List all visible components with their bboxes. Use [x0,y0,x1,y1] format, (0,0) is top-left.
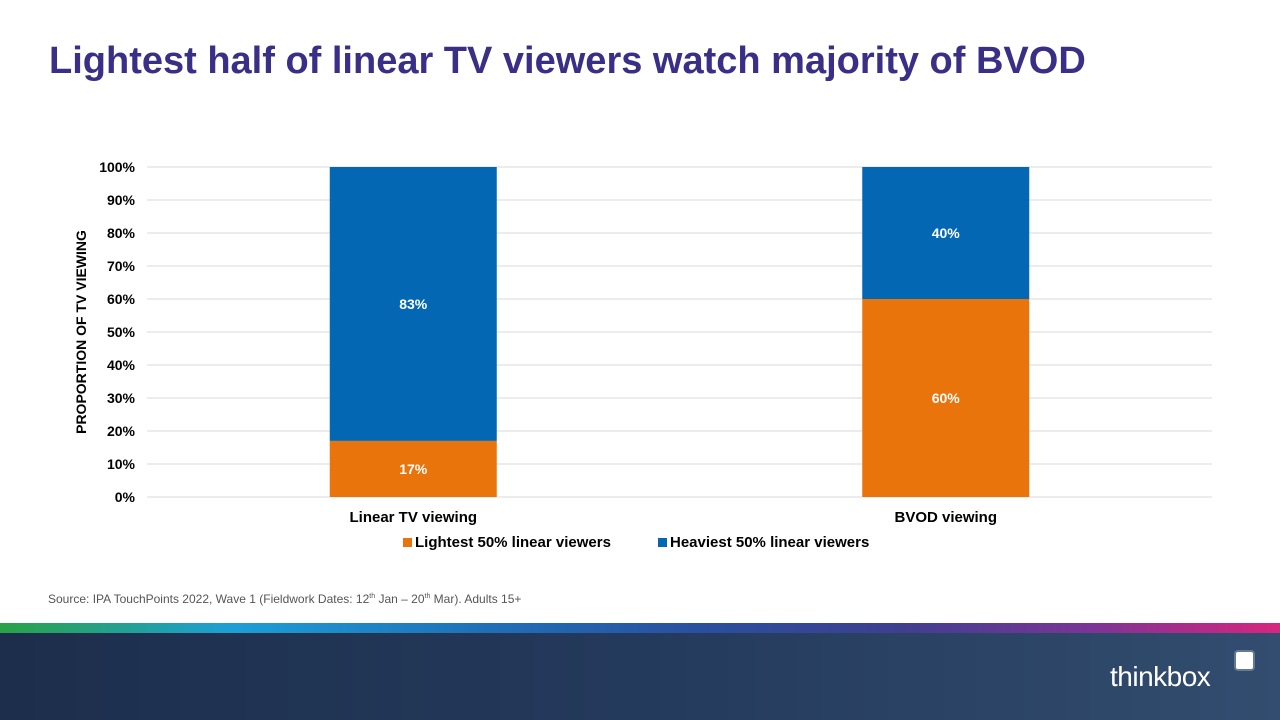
y-tick-label: 90% [107,192,136,208]
y-tick-label: 0% [115,489,136,505]
x-tick-label: Linear TV viewing [349,509,477,526]
data-label: 40% [932,225,961,241]
bar-segment [862,167,1030,299]
y-axis-ticks: 0% 10% 20% 30% 40% 50% 60% 70% 80% 90% 100% [99,159,135,505]
gridlines [147,166,1212,498]
data-label: 60% [932,390,961,406]
bars: 17% 83% 60% 40% [329,167,1030,497]
bar-segment [862,299,1030,497]
y-axis-label: PROPORTION OF TV VIEWING [73,230,89,434]
thinkbox-logo: thinkbox [1110,661,1211,692]
y-tick-label: 60% [107,291,136,307]
x-tick-label: BVOD viewing [894,509,997,526]
legend-label: Heaviest 50% linear viewers [670,534,869,551]
footer-bar [0,633,1280,720]
bar-segment [329,167,497,441]
data-label: 83% [399,296,428,312]
y-tick-label: 50% [107,324,136,340]
data-label: 17% [399,461,428,477]
legend-swatch [658,538,667,547]
y-tick-label: 30% [107,390,136,406]
bar-segment [329,440,497,497]
legend: Lightest 50% linear viewers Heaviest 50% … [403,534,869,551]
y-tick-label: 70% [107,258,136,274]
color-stripe [0,623,1280,633]
source-note: Source: IPA TouchPoints 2022, Wave 1 (Fi… [48,592,522,606]
y-tick-label: 20% [107,423,136,439]
y-tick-label: 10% [107,456,136,472]
legend-swatch [403,538,412,547]
y-tick-label: 80% [107,225,136,241]
stacked-bar-chart: 0% 10% 20% 30% 40% 50% 60% 70% 80% 90% 100% PROPOR… [73,159,1212,551]
y-tick-label: 40% [107,357,136,373]
x-axis-ticks: Linear TV viewing BVOD viewing [349,509,997,526]
page-title: Lightest half of linear TV viewers watch… [49,40,1086,82]
logo-square-icon [1236,652,1253,669]
legend-label: Lightest 50% linear viewers [415,534,611,551]
y-tick-label: 100% [99,159,135,175]
